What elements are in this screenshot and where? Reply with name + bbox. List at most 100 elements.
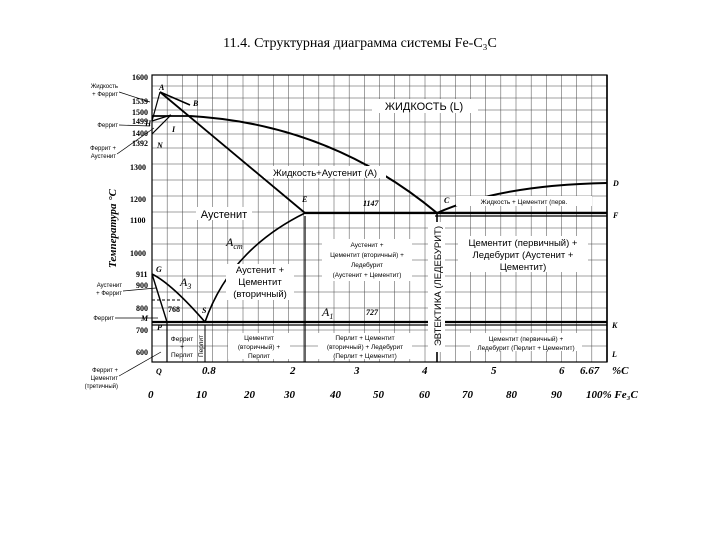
region-austenite: Аустенит — [201, 209, 247, 221]
point-q: Q — [156, 367, 162, 376]
ytick-768: 768 — [168, 305, 180, 314]
side-ferrite-top: Феррит — [97, 123, 118, 129]
point-g: G — [156, 265, 162, 274]
region-pcl-2: (вторичный) + Ледебурит — [327, 343, 403, 351]
region-acl-3: Ледебурит — [351, 261, 383, 269]
line-labels: Acm A3 A1 1147 727 — [179, 199, 380, 321]
point-m: M — [140, 314, 149, 323]
region-liquid-austenite: Жидкость+Аустенит (А) — [273, 168, 377, 179]
a3-label: A3 — [179, 275, 191, 291]
xtick-fe3c-0: 0 — [148, 389, 154, 401]
ytick-1499: 1499 — [132, 117, 148, 126]
eutectic-temp: 1147 — [363, 199, 380, 208]
region-pcl-3: (Перлит + Цементит) — [333, 353, 397, 360]
region-aust-cem-2: Цементит — [238, 277, 282, 288]
region-fp-1: Феррит — [171, 336, 193, 343]
ytick-1000: 1000 — [130, 249, 146, 258]
point-k: K — [611, 321, 618, 330]
region-fp-2: + — [180, 344, 184, 351]
region-clu-2: Ледебурит (Аустенит + — [473, 250, 574, 261]
region-fp-3: Перлит — [171, 352, 193, 359]
gs-line — [151, 273, 206, 323]
arrow-ferrite-aust — [116, 127, 155, 155]
liquidus-cd — [436, 182, 608, 214]
ytick-1500: 1500 — [132, 108, 148, 117]
region-clu-1: Цементит (первичный) + — [469, 238, 578, 249]
side-ferrite-low: Феррит — [93, 316, 114, 322]
region-acl-1: Аустенит + — [350, 242, 383, 249]
bg-austenite — [196, 207, 252, 220]
xtick-c-6.67: 6.67 — [580, 365, 600, 377]
point-n: N — [156, 141, 164, 150]
region-acl-2: Цементит (вторичный) + — [330, 251, 404, 259]
region-cp-2: (вторичный) + — [238, 343, 280, 351]
se-acm — [204, 212, 306, 323]
point-a: A — [158, 83, 165, 92]
arrow-aust-ferrite — [122, 287, 157, 292]
side-ferrite-cem-2: Цементит — [91, 376, 119, 382]
ytick-1100: 1100 — [130, 216, 146, 225]
ytick-1300: 1300 — [130, 163, 146, 172]
liquidus-bc — [189, 115, 438, 214]
liquidus-ab — [159, 91, 191, 106]
ytick-900: 900 — [136, 281, 148, 290]
ytick-1400: 1400 — [132, 129, 148, 138]
side-ferrite-aust-2: Аустенит — [91, 154, 117, 160]
region-acl-4: (Аустенит + Цементит) — [333, 272, 402, 279]
bg-vertical — [428, 222, 445, 352]
side-arrows — [115, 91, 162, 377]
arrow-ferrite-top — [118, 124, 151, 127]
xtick-c-0.8: 0.8 — [202, 365, 216, 377]
side-labels: Жидкость + Феррит Феррит Феррит + Аустен… — [85, 84, 123, 390]
point-j: I — [171, 125, 176, 134]
slide-title: 11.4. Структурная диаграмма системы Fe-C… — [223, 36, 497, 51]
side-aust-ferrite-2: + Феррит — [96, 291, 122, 297]
ytick-1392: 1392 — [132, 139, 148, 148]
xtick-fe3c-80: 80 — [506, 389, 518, 401]
region-aust-cem-3: (вторичный) — [233, 289, 287, 300]
acm-label: Acm — [225, 235, 243, 251]
ytick-1539: 1539 — [132, 97, 148, 106]
ytick-600: 600 — [136, 348, 148, 357]
phase-lines — [151, 75, 608, 362]
xtick-fe3c-50: 50 — [373, 389, 385, 401]
bg-liquid-cem — [456, 196, 592, 206]
x-unit-c: %С — [612, 365, 629, 377]
hn-line — [151, 114, 172, 122]
xtick-c-4: 4 — [421, 365, 428, 377]
xtick-fe3c-40: 40 — [329, 389, 342, 401]
side-ferrite-cem-1: Феррит + — [92, 368, 118, 374]
region-aust-cem-1: Аустенит + — [236, 265, 285, 276]
bg-acl — [322, 239, 412, 281]
ytick-911: 911 — [136, 270, 148, 279]
arrow-liquid-ferrite — [118, 91, 151, 103]
xtick-fe3c-10: 10 — [196, 389, 208, 401]
region-cp-1: Цементит — [244, 335, 274, 342]
region-eutectic-vertical: ЭВТЕКТИКА (ЛЕДЕБУРИТ) — [433, 226, 444, 346]
region-liquid-cementite: Жидкость + Цементит (перв. — [481, 199, 568, 206]
point-c: C — [444, 196, 450, 205]
point-p: P — [157, 323, 162, 332]
side-ferrite-cem-3: (третичный) — [85, 383, 118, 390]
eutectoid-temp: 727 — [366, 308, 379, 317]
xtick-c-2: 2 — [289, 365, 296, 377]
ytick-1600: 1600 — [132, 73, 148, 82]
region-liquid: ЖИДКОСТЬ (L) — [385, 101, 463, 113]
xtick-fe3c-30: 30 — [283, 389, 296, 401]
xtick-fe3c-20: 20 — [243, 389, 256, 401]
side-aust-ferrite-1: Аустенит — [97, 283, 123, 289]
side-liquid-ferrite-2: + Феррит — [92, 92, 118, 98]
region-cll-1: Цементит (первичный) + — [489, 335, 564, 343]
ytick-800: 800 — [136, 304, 148, 313]
region-cp-3: Перлит — [248, 353, 270, 360]
bg-liquid — [372, 99, 478, 113]
point-h: H — [144, 119, 152, 128]
label-backgrounds — [196, 99, 592, 359]
xtick-fe3c-60: 60 — [419, 389, 431, 401]
x-ticks-fe3c: 0 10 20 30 40 50 60 70 80 90 100% Fe₃C — [148, 389, 638, 401]
xtick-c-3: 3 — [353, 365, 360, 377]
bg-liquid-aust — [264, 166, 386, 178]
ah-line — [151, 91, 161, 122]
xtick-c-6: 6 — [559, 365, 565, 377]
